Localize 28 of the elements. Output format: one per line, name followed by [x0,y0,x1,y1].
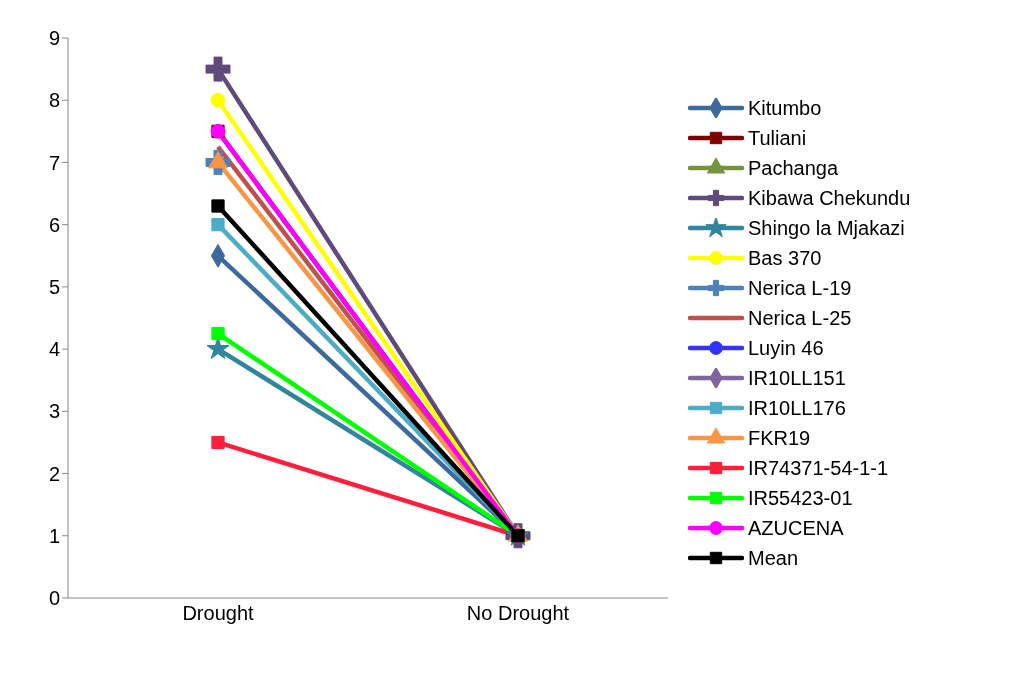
y-tick-label: 1 [48,524,60,547]
legend-label: Pachanga [748,156,839,180]
legend-label: Nerica L-19 [748,276,852,300]
x-tick-label: Drought [182,602,255,625]
y-tick-label: 0 [48,587,60,610]
legend-label: Tuliani [748,126,807,150]
legend-label: Shingo la Mjakazi [748,216,905,240]
legend-label: Bas 370 [748,246,822,270]
legend-label: Kitumbo [748,96,822,120]
x-tick-label: No Drought [466,602,570,625]
legend-label: IR10LL151 [748,366,846,390]
legend-label: Luyin 46 [748,336,824,360]
y-tick-label: 3 [48,400,60,423]
y-tick-label: 9 [48,27,60,50]
y-tick-label: 6 [48,213,60,236]
y-tick-label: 5 [48,275,60,298]
y-tick-label: 7 [48,151,60,174]
legend-label: IR74371-54-1-1 [748,456,889,480]
legend-label: Nerica L-25 [748,306,852,330]
legend-label: AZUCENA [748,516,844,540]
legend-label: FKR19 [748,426,811,450]
legend-label: IR55423-01 [748,486,853,510]
y-tick-label: 8 [48,89,60,112]
legend-label: Mean [748,546,799,570]
legend-label: IR10LL176 [748,396,846,420]
legend-label: Kibawa Chekundu [748,186,911,210]
y-tick-label: 2 [48,462,60,485]
y-tick-label: 4 [48,338,60,361]
